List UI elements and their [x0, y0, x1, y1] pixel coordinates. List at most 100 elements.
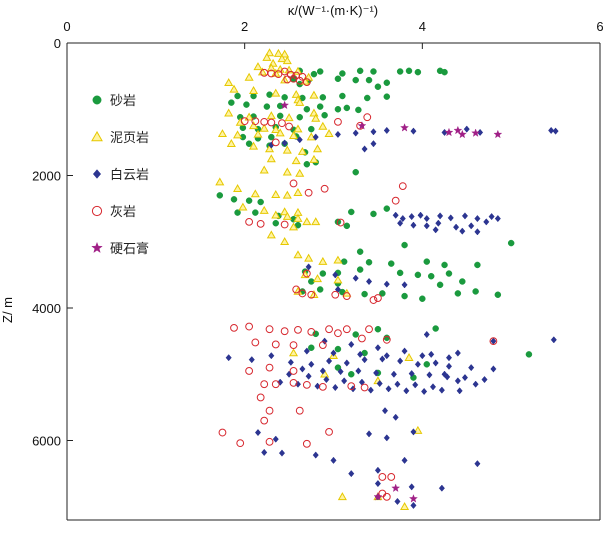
data-point [378, 473, 387, 481]
data-point [325, 325, 333, 334]
y-tick-label: 4000 [32, 301, 61, 316]
data-point [334, 117, 342, 126]
data-point [264, 144, 275, 153]
data-point [230, 196, 238, 203]
data-point [398, 182, 407, 191]
data-point [307, 290, 316, 299]
data-point [423, 361, 431, 368]
legend-marker [92, 169, 102, 179]
data-point [334, 75, 342, 83]
data-point [408, 370, 415, 378]
data-point [266, 91, 273, 98]
data-point [250, 189, 260, 198]
data-point [281, 94, 288, 101]
data-point [243, 101, 250, 108]
data-point [323, 375, 330, 384]
data-point [224, 78, 234, 87]
data-point [333, 255, 343, 264]
data-point [435, 219, 442, 227]
data-point [392, 211, 399, 219]
data-point [374, 466, 381, 474]
data-point [316, 68, 324, 75]
data-point [385, 385, 392, 393]
data-point [361, 145, 368, 153]
data-point [226, 139, 236, 147]
data-point [273, 48, 283, 57]
data-point [454, 377, 461, 385]
data-point [318, 256, 328, 265]
data-point [391, 483, 401, 492]
data-point [391, 196, 400, 205]
data-point [444, 127, 454, 137]
data-point [432, 226, 439, 234]
data-point [355, 106, 362, 114]
data-point [414, 360, 421, 368]
data-point [292, 285, 301, 294]
data-point [295, 168, 305, 177]
data-point [271, 380, 280, 389]
data-point [397, 219, 404, 227]
data-point [423, 222, 430, 230]
data-point [438, 484, 445, 492]
data-point [254, 428, 262, 437]
data-point [401, 292, 408, 300]
data-point [295, 97, 305, 106]
data-point [311, 113, 321, 122]
data-point [297, 146, 307, 155]
data-point [289, 367, 298, 375]
data-point [268, 133, 275, 141]
y-axis-title: Z/ m [0, 297, 15, 323]
data-point [343, 222, 351, 230]
legend-marker [92, 95, 102, 105]
data-point [319, 367, 326, 375]
data-point [312, 451, 319, 459]
data-point [352, 76, 359, 84]
data-point [285, 122, 293, 131]
data-point [302, 269, 311, 278]
data-point [428, 350, 435, 358]
data-point [218, 428, 227, 437]
data-point [266, 111, 276, 120]
data-point [365, 430, 373, 438]
data-point [308, 125, 315, 133]
data-point [472, 380, 479, 388]
data-point [405, 67, 413, 75]
data-point [280, 100, 290, 110]
data-point [373, 369, 380, 377]
data-point [277, 54, 287, 63]
data-point [319, 94, 327, 101]
data-point [251, 117, 260, 126]
data-point [400, 502, 410, 511]
data-point [463, 125, 470, 133]
data-point [263, 103, 271, 110]
data-point [253, 62, 263, 71]
data-point [256, 219, 265, 228]
data-point [459, 278, 466, 285]
data-point [456, 387, 463, 395]
data-point [251, 338, 260, 347]
data-point [295, 406, 304, 415]
legend-label: 白云岩 [110, 167, 149, 182]
data-point [348, 470, 355, 478]
data-point [228, 99, 235, 106]
data-point [334, 106, 342, 113]
data-point [474, 460, 481, 468]
data-point [429, 383, 437, 391]
data-point [308, 360, 315, 368]
data-point [348, 371, 355, 378]
data-point [291, 89, 301, 98]
data-point [296, 113, 303, 121]
data-point [383, 334, 391, 342]
data-point [414, 271, 422, 279]
data-point [286, 370, 293, 378]
data-point [296, 136, 303, 144]
data-point [271, 190, 281, 198]
data-point [397, 357, 404, 365]
data-point [474, 228, 481, 236]
data-point [256, 393, 265, 402]
data-point [336, 218, 345, 227]
data-point [238, 202, 248, 211]
data-point [321, 111, 328, 119]
data-point [369, 296, 378, 304]
